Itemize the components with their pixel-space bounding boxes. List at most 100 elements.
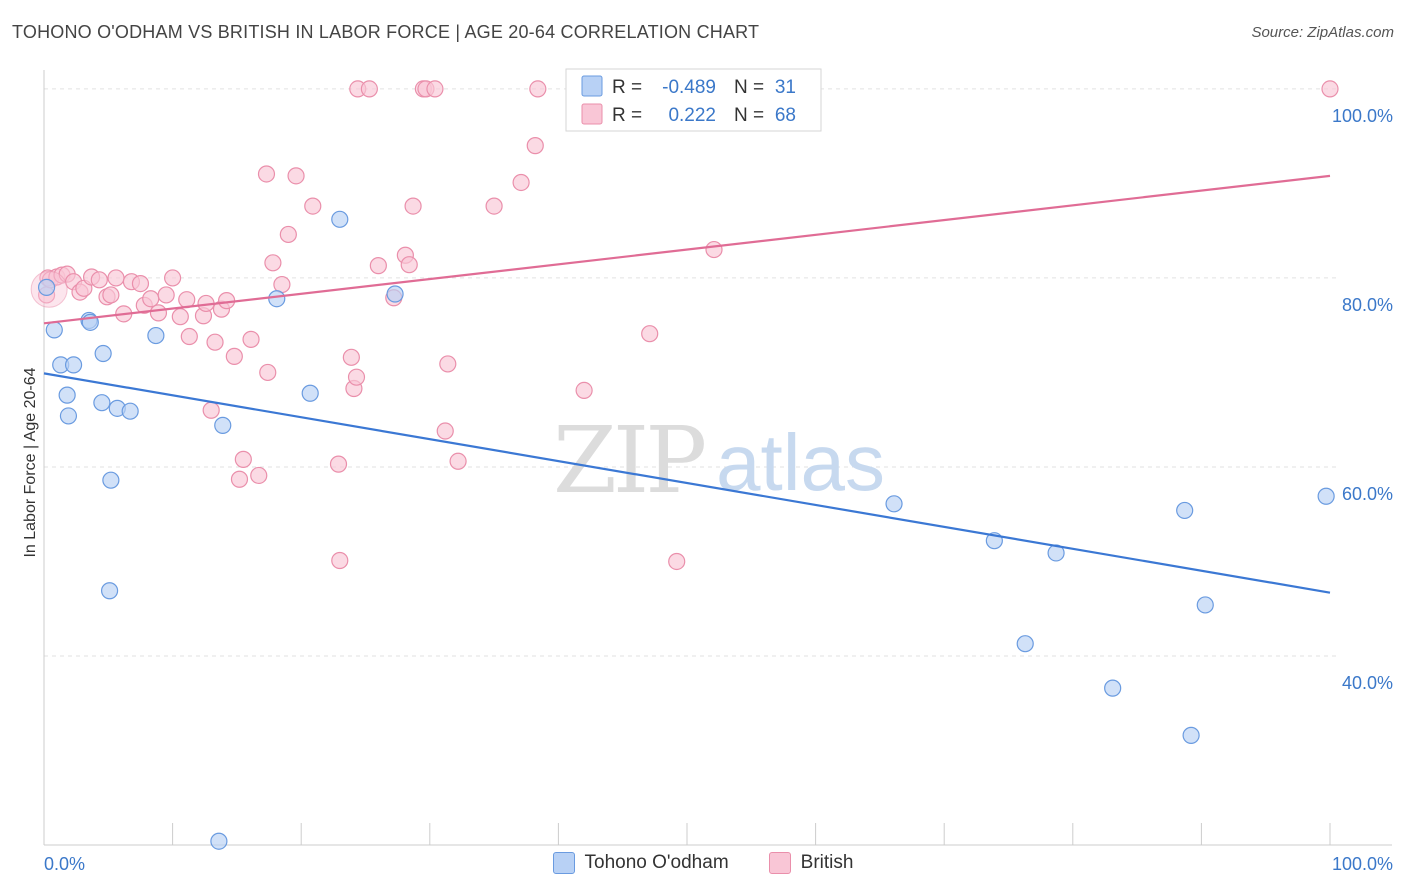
tohono-point-7: [94, 344, 112, 363]
british-point-38: [264, 254, 282, 272]
british-point-63: [526, 137, 544, 155]
tohono-trend-line: [43, 372, 1331, 594]
british-r-value: 0.222: [668, 105, 716, 126]
british-point-61: [485, 197, 503, 215]
tohono-n-label: N =: [734, 77, 764, 98]
british-point-67: [668, 552, 686, 571]
legend-box: [565, 68, 822, 132]
legend-label-british: British: [800, 852, 854, 873]
legend-item-tohono[interactable]: Tohono O'odham: [552, 852, 729, 874]
tohono-point-19: [331, 210, 349, 228]
x-tick-label-0: 0.0%: [44, 854, 85, 874]
british-point-69: [1321, 80, 1339, 98]
tohono-point-12: [102, 471, 120, 489]
british-point-58: [436, 422, 454, 440]
british-point-60: [449, 452, 467, 470]
british-n-value: 68: [775, 105, 796, 126]
legend-item-british[interactable]: British: [768, 852, 854, 874]
tohono-point-15: [210, 832, 228, 850]
british-point-54: [404, 197, 422, 215]
british-point-21: [164, 269, 182, 287]
british-point-68: [705, 240, 723, 259]
british-point-27: [202, 401, 220, 419]
british-trend-line: [43, 174, 1331, 325]
y-tick-label-80: 80.0%: [1342, 295, 1393, 315]
british-point-44: [331, 551, 349, 570]
tohono-point-3: [58, 386, 76, 404]
british-point-59: [439, 355, 457, 373]
tohono-point-20: [386, 285, 404, 303]
tohono-r-label: R =: [612, 77, 642, 98]
source-credit: Source: ZipAtlas.com: [1251, 24, 1394, 41]
british-point-37: [257, 165, 276, 183]
british-point-53: [400, 256, 418, 274]
british-point-19: [149, 304, 168, 322]
tohono-point-9: [93, 394, 111, 412]
british-point-36: [259, 363, 277, 382]
x-tick-label-100: 100.0%: [1332, 854, 1393, 874]
british-point-24: [180, 327, 198, 346]
tohono-point-17: [268, 290, 286, 308]
tohono-swatch: [552, 852, 575, 874]
british-r-label: R =: [612, 105, 642, 126]
tohono-r-value: -0.489: [662, 77, 716, 98]
trend-lines: [43, 174, 1331, 594]
tohono-point-0: [37, 278, 56, 296]
british-point-32: [230, 470, 249, 488]
y-axis-title: In Labor Force | Age 20-64: [22, 367, 39, 557]
british-point-31: [225, 347, 243, 365]
british-point-12: [102, 286, 120, 304]
y-tick-label-40: 40.0%: [1342, 673, 1393, 693]
tohono-point-30: [1317, 487, 1335, 505]
tohono-point-22: [885, 495, 903, 513]
british-point-16: [131, 274, 150, 293]
british-point-43: [329, 455, 348, 473]
tohono-point-8: [59, 407, 78, 425]
british-point-35: [250, 466, 268, 485]
british-point-33: [234, 450, 252, 468]
watermark: ZIP atlas: [553, 407, 885, 514]
british-point-64: [529, 80, 547, 98]
british-point-65: [575, 381, 593, 399]
tohono-point-13: [100, 582, 119, 600]
british-point-13: [107, 269, 125, 287]
tohono-point-26: [1104, 679, 1122, 697]
british-point-62: [512, 173, 530, 192]
tohono-n-value: 31: [775, 77, 796, 98]
tohono-point-16: [214, 416, 232, 434]
british-point-41: [287, 167, 305, 185]
grid-lines: [44, 88, 1338, 657]
legend-label-tohono: Tohono O'odham: [584, 852, 729, 873]
british-point-28: [206, 333, 224, 351]
british-point-45: [342, 348, 360, 366]
watermark-zip: ZIP: [553, 407, 704, 514]
tohono-point-24: [1016, 635, 1034, 653]
british-point-42: [304, 197, 322, 215]
tohono-point-28: [1182, 726, 1200, 744]
correlation-legend: R = -0.489 N = 31 R = 0.222 N = 68: [565, 68, 822, 132]
y-tick-label-100: 100.0%: [1332, 106, 1393, 126]
british-point-40: [279, 225, 297, 244]
tohono-point-14: [147, 326, 165, 345]
british-swatch: [768, 852, 791, 874]
british-point-50: [369, 257, 387, 275]
british-point-10: [90, 271, 108, 289]
british-point-57: [426, 80, 444, 98]
axes: 40.0% 60.0% 80.0% 100.0% 0.0% 100.0% In Labor …: [22, 70, 1393, 874]
tohono-point-18: [301, 384, 319, 402]
y-tick-label-60: 60.0%: [1342, 484, 1393, 504]
watermark-atlas: atlas: [716, 418, 885, 507]
british-point-18: [142, 290, 160, 308]
british-point-20: [157, 286, 175, 304]
tohono-legend-swatch: [581, 75, 603, 97]
chart-title: TOHONO O'ODHAM VS BRITISH IN LABOR FORCE…: [12, 22, 760, 42]
bottom-legend: Tohono O'odham British: [0, 852, 1406, 874]
british-point-66: [641, 325, 659, 343]
tohono-point-29: [1196, 596, 1214, 614]
tohono-point-27: [1176, 501, 1194, 520]
british-point-34: [242, 330, 260, 348]
tohono-point-11: [121, 402, 139, 420]
british-n-label: N =: [734, 105, 764, 126]
british-point-47: [347, 368, 366, 386]
